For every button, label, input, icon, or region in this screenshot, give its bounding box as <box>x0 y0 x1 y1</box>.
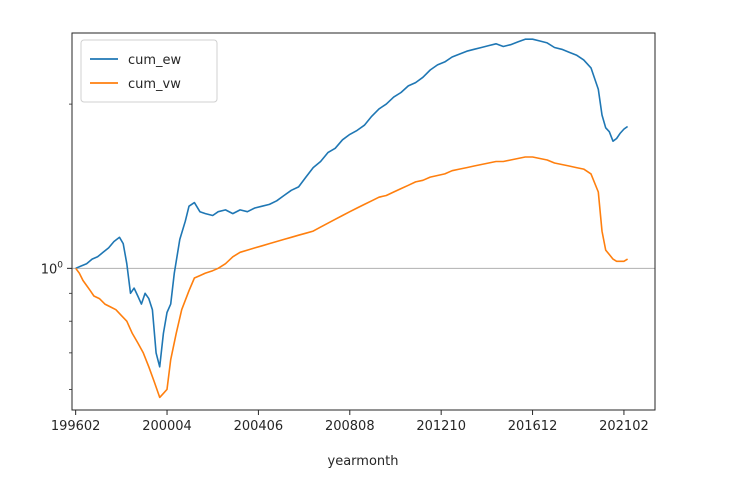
x-axis-label: yearmonth <box>328 454 399 469</box>
series-layer <box>75 38 629 399</box>
legend: cum_ew cum_vw <box>80 39 218 103</box>
legend-label-cum-ew: cum_ew <box>128 53 182 68</box>
x-tick-label: 201210 <box>416 419 466 434</box>
x-tick-label: 200004 <box>142 419 192 434</box>
series-line-cum-vw <box>75 156 629 399</box>
legend-label-cum-vw: cum_vw <box>128 77 181 92</box>
x-tick-label: 202102 <box>599 419 649 434</box>
legend-box <box>80 39 218 103</box>
x-tick-label: 201612 <box>508 419 558 434</box>
y-tick-label: 100 <box>41 260 64 277</box>
x-tick-label: 200808 <box>325 419 375 434</box>
y-tick-label-base: 10 <box>41 262 58 277</box>
axes-layer: 199602 200004 200406 200808 201210 201612 2021… <box>41 32 656 434</box>
x-tick-label: 200406 <box>234 419 284 434</box>
series-line-cum-ew <box>75 38 629 368</box>
y-tick-label-exponent: 0 <box>57 260 63 270</box>
axes-frame <box>71 32 656 411</box>
x-tick-label: 199602 <box>51 419 101 434</box>
